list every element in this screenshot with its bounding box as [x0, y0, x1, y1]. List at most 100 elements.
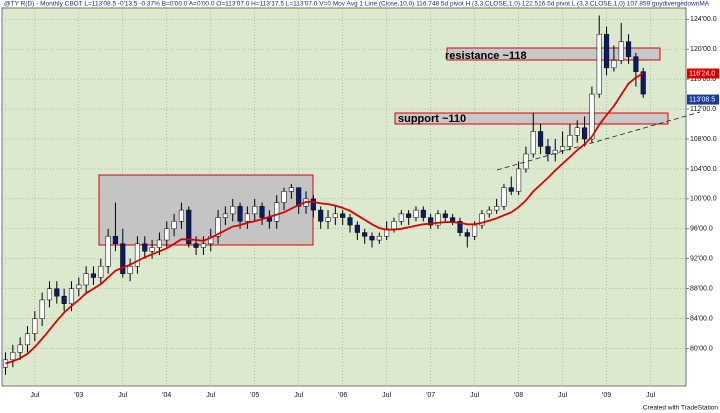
x-tick-label: '08 [514, 392, 523, 399]
candle-body [618, 41, 624, 61]
candle-body [112, 236, 119, 245]
chart-title: @TY R(D) - Monthly CBOT L=113'08.5 -0'13… [4, 1, 710, 8]
candle-body [362, 232, 368, 237]
candle-body [516, 168, 522, 192]
x-tick-label: Jul [30, 392, 39, 399]
candle-body [200, 243, 206, 248]
x-tick-label: Jul [382, 392, 391, 399]
candle-body [472, 224, 478, 237]
candle-body [325, 217, 331, 222]
y-tick-label: 108'00.0 [690, 136, 717, 143]
x-tick-label: Jul [470, 392, 479, 399]
x-tick-label: Jul [294, 392, 303, 399]
candle-body [237, 206, 243, 222]
candle-body [442, 213, 448, 218]
candle-body [332, 213, 338, 218]
candle-body [83, 273, 89, 286]
x-tick-label: '09 [602, 392, 611, 399]
candle-body [574, 127, 580, 136]
candle-body [486, 209, 492, 215]
candle-body [222, 213, 228, 218]
candle-body [318, 209, 324, 222]
candle-body [171, 221, 177, 230]
y-tick-label: 88'00.0 [690, 286, 713, 293]
candle-body [68, 288, 75, 304]
candle-body [347, 217, 353, 226]
candle-body [501, 187, 507, 207]
candle-body [508, 187, 514, 192]
price-flag [687, 68, 719, 79]
candle-body [567, 134, 573, 147]
candle-body [244, 213, 250, 222]
y-tick-label: 116'00.0 [690, 76, 716, 83]
y-tick-label: 96'00.0 [690, 226, 713, 233]
candle-body [369, 236, 375, 241]
x-tick-label: '07 [426, 392, 435, 399]
y-tick-label: 84'00.0 [690, 315, 713, 322]
candle-body [10, 352, 16, 361]
candle-body [76, 284, 82, 289]
x-tick-label: Jul [558, 392, 567, 399]
candle-body [530, 131, 536, 155]
candle-body [156, 239, 162, 248]
y-tick-label: 80'00.0 [690, 345, 713, 352]
candle-body [340, 213, 346, 218]
x-tick-label: Jul [206, 392, 215, 399]
candle-body [24, 333, 31, 346]
candle-body [32, 318, 38, 334]
candle-body [105, 236, 111, 267]
x-tick-label: '03 [74, 392, 83, 399]
candle-body [134, 243, 140, 267]
candle-body [310, 198, 316, 211]
y-tick-label: 112'00.0 [690, 106, 716, 113]
x-tick-label: '05 [250, 392, 259, 399]
candle-body [494, 206, 500, 211]
candle-body [17, 344, 23, 353]
price-flag-label: 116'24.0 [689, 70, 715, 77]
candle-body [604, 33, 610, 69]
moving-average [5, 72, 644, 365]
candle-body [420, 209, 426, 218]
range-box [98, 174, 314, 246]
candle-body [142, 243, 148, 252]
y-tick-label: 92'00.0 [690, 256, 713, 263]
candle-body [523, 153, 529, 170]
candle-body [538, 131, 544, 147]
candle-body [589, 93, 595, 140]
marks [2, 15, 646, 375]
candle-body [479, 213, 485, 226]
candle-body [230, 206, 236, 215]
candle-body [215, 217, 221, 237]
candle-body [46, 288, 53, 301]
candle-body [545, 146, 551, 155]
y-tick-label: 104'00.0 [690, 166, 717, 173]
candle-body [640, 71, 646, 95]
support-box [394, 112, 669, 125]
y-tick-label: 100'00.0 [690, 196, 717, 203]
candle-body [90, 273, 97, 278]
candle-body [208, 236, 214, 245]
candle-body [120, 243, 126, 274]
trendline [496, 111, 701, 171]
candle-body [288, 187, 294, 192]
candle-body [626, 41, 632, 57]
candle-body [193, 243, 199, 248]
price-flag [687, 94, 719, 105]
x-tick-label: '04 [162, 392, 171, 399]
candle-body [259, 206, 265, 218]
candle-body [413, 209, 419, 218]
candle-body [186, 209, 192, 245]
candle-body [435, 213, 441, 226]
candle-body [54, 288, 60, 297]
candle-body [582, 127, 588, 140]
candle-body [596, 33, 602, 95]
candle-body [274, 202, 280, 222]
annotation: resistance ~118 [445, 50, 527, 62]
candle-body [428, 217, 434, 226]
candle-body [164, 228, 170, 241]
candle-body [281, 191, 287, 203]
candle-body [391, 221, 397, 230]
x-tick-label: Jul [646, 392, 655, 399]
candle-body [560, 146, 566, 151]
candle-body [354, 224, 360, 233]
